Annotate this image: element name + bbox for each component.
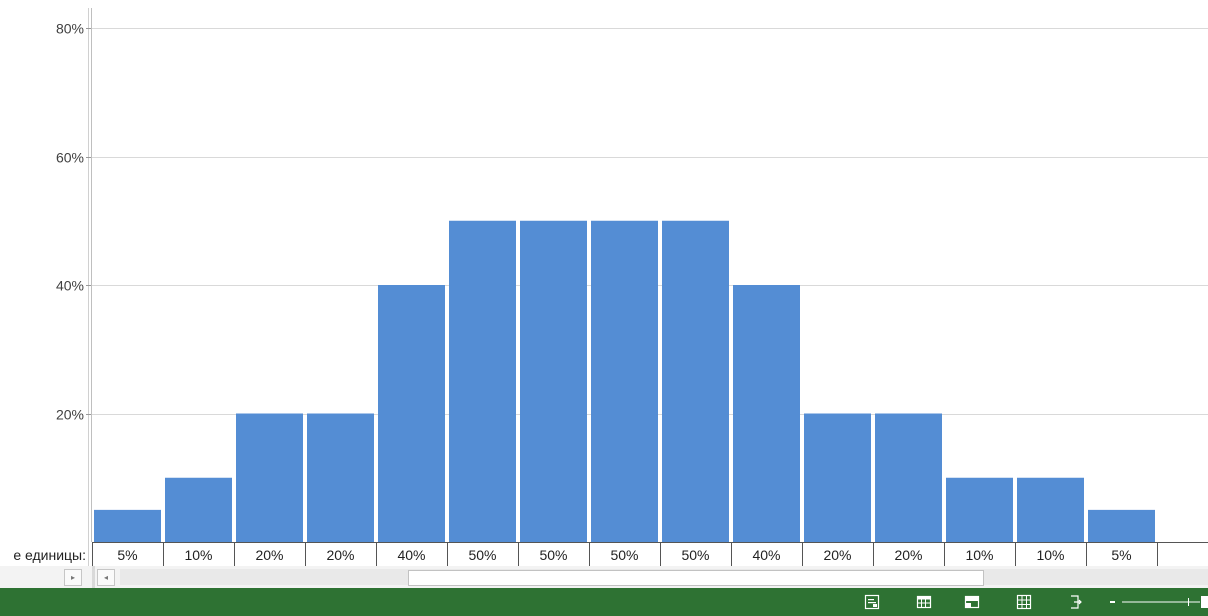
y-tick-label: 60% bbox=[56, 150, 84, 166]
data-table-value: 50% bbox=[681, 547, 709, 563]
page-break-view-icon[interactable] bbox=[1016, 594, 1032, 610]
data-table-value: 50% bbox=[539, 547, 567, 563]
macro-record-icon[interactable] bbox=[864, 594, 880, 610]
scroll-left-button[interactable]: ◂ bbox=[97, 569, 115, 586]
sheet-scroll-row: ▸ ◂ bbox=[0, 566, 1208, 588]
y-tick-label: 80% bbox=[56, 21, 84, 37]
bar bbox=[94, 509, 161, 542]
tab-split-handle[interactable] bbox=[92, 566, 95, 588]
data-table-value: 20% bbox=[255, 547, 283, 563]
y-axis: 80% 60% 40% 20% bbox=[56, 8, 92, 566]
bar bbox=[733, 285, 800, 542]
zoom-fit-icon[interactable] bbox=[1068, 594, 1084, 610]
data-table-value: 10% bbox=[184, 547, 212, 563]
data-table-value: 40% bbox=[397, 547, 425, 563]
sheet-scroll-right-button[interactable]: ▸ bbox=[64, 569, 82, 586]
data-table-value: 5% bbox=[117, 547, 137, 563]
bar bbox=[378, 285, 445, 542]
data-table-value: 20% bbox=[894, 547, 922, 563]
data-table-value: 50% bbox=[610, 547, 638, 563]
bar bbox=[1088, 509, 1155, 542]
bar-chart: 80% 60% 40% 20% е единицы: 5% 10% 20% 20% 40% 50%… bbox=[13, 8, 1208, 566]
bar bbox=[307, 413, 374, 542]
data-table-value: 20% bbox=[326, 547, 354, 563]
bar bbox=[946, 477, 1013, 542]
data-table-value: 5% bbox=[1111, 547, 1131, 563]
bar bbox=[449, 220, 516, 542]
status-bar bbox=[0, 588, 1208, 616]
bar bbox=[591, 220, 658, 542]
data-table-value: 20% bbox=[823, 547, 851, 563]
bars bbox=[94, 220, 1155, 542]
bar bbox=[520, 220, 587, 542]
zoom-slider[interactable] bbox=[1110, 595, 1208, 609]
data-table-value: 40% bbox=[752, 547, 780, 563]
normal-view-icon[interactable] bbox=[916, 594, 932, 610]
data-table: е единицы: 5% 10% 20% 20% 40% 50% 50% 50% 50% 40% 2… bbox=[13, 542, 1208, 566]
bar bbox=[165, 477, 232, 542]
bar bbox=[1017, 477, 1084, 542]
page-layout-view-icon[interactable] bbox=[964, 594, 980, 610]
data-table-value: 10% bbox=[1036, 547, 1064, 563]
y-tick-label: 40% bbox=[56, 278, 84, 294]
data-table-value: 50% bbox=[468, 547, 496, 563]
bar bbox=[875, 413, 942, 542]
bar bbox=[662, 220, 729, 542]
chart-area: 80% 60% 40% 20% е единицы: 5% 10% 20% 20% 40% 50%… bbox=[13, 8, 1208, 566]
bar bbox=[804, 413, 871, 542]
data-table-value: 10% bbox=[965, 547, 993, 563]
y-tick-label: 20% bbox=[56, 407, 84, 423]
data-table-row-header: е единицы: bbox=[13, 547, 86, 563]
horizontal-scrollbar[interactable] bbox=[120, 569, 1208, 586]
horizontal-scrollbar-thumb[interactable] bbox=[408, 570, 984, 586]
bar bbox=[236, 413, 303, 542]
